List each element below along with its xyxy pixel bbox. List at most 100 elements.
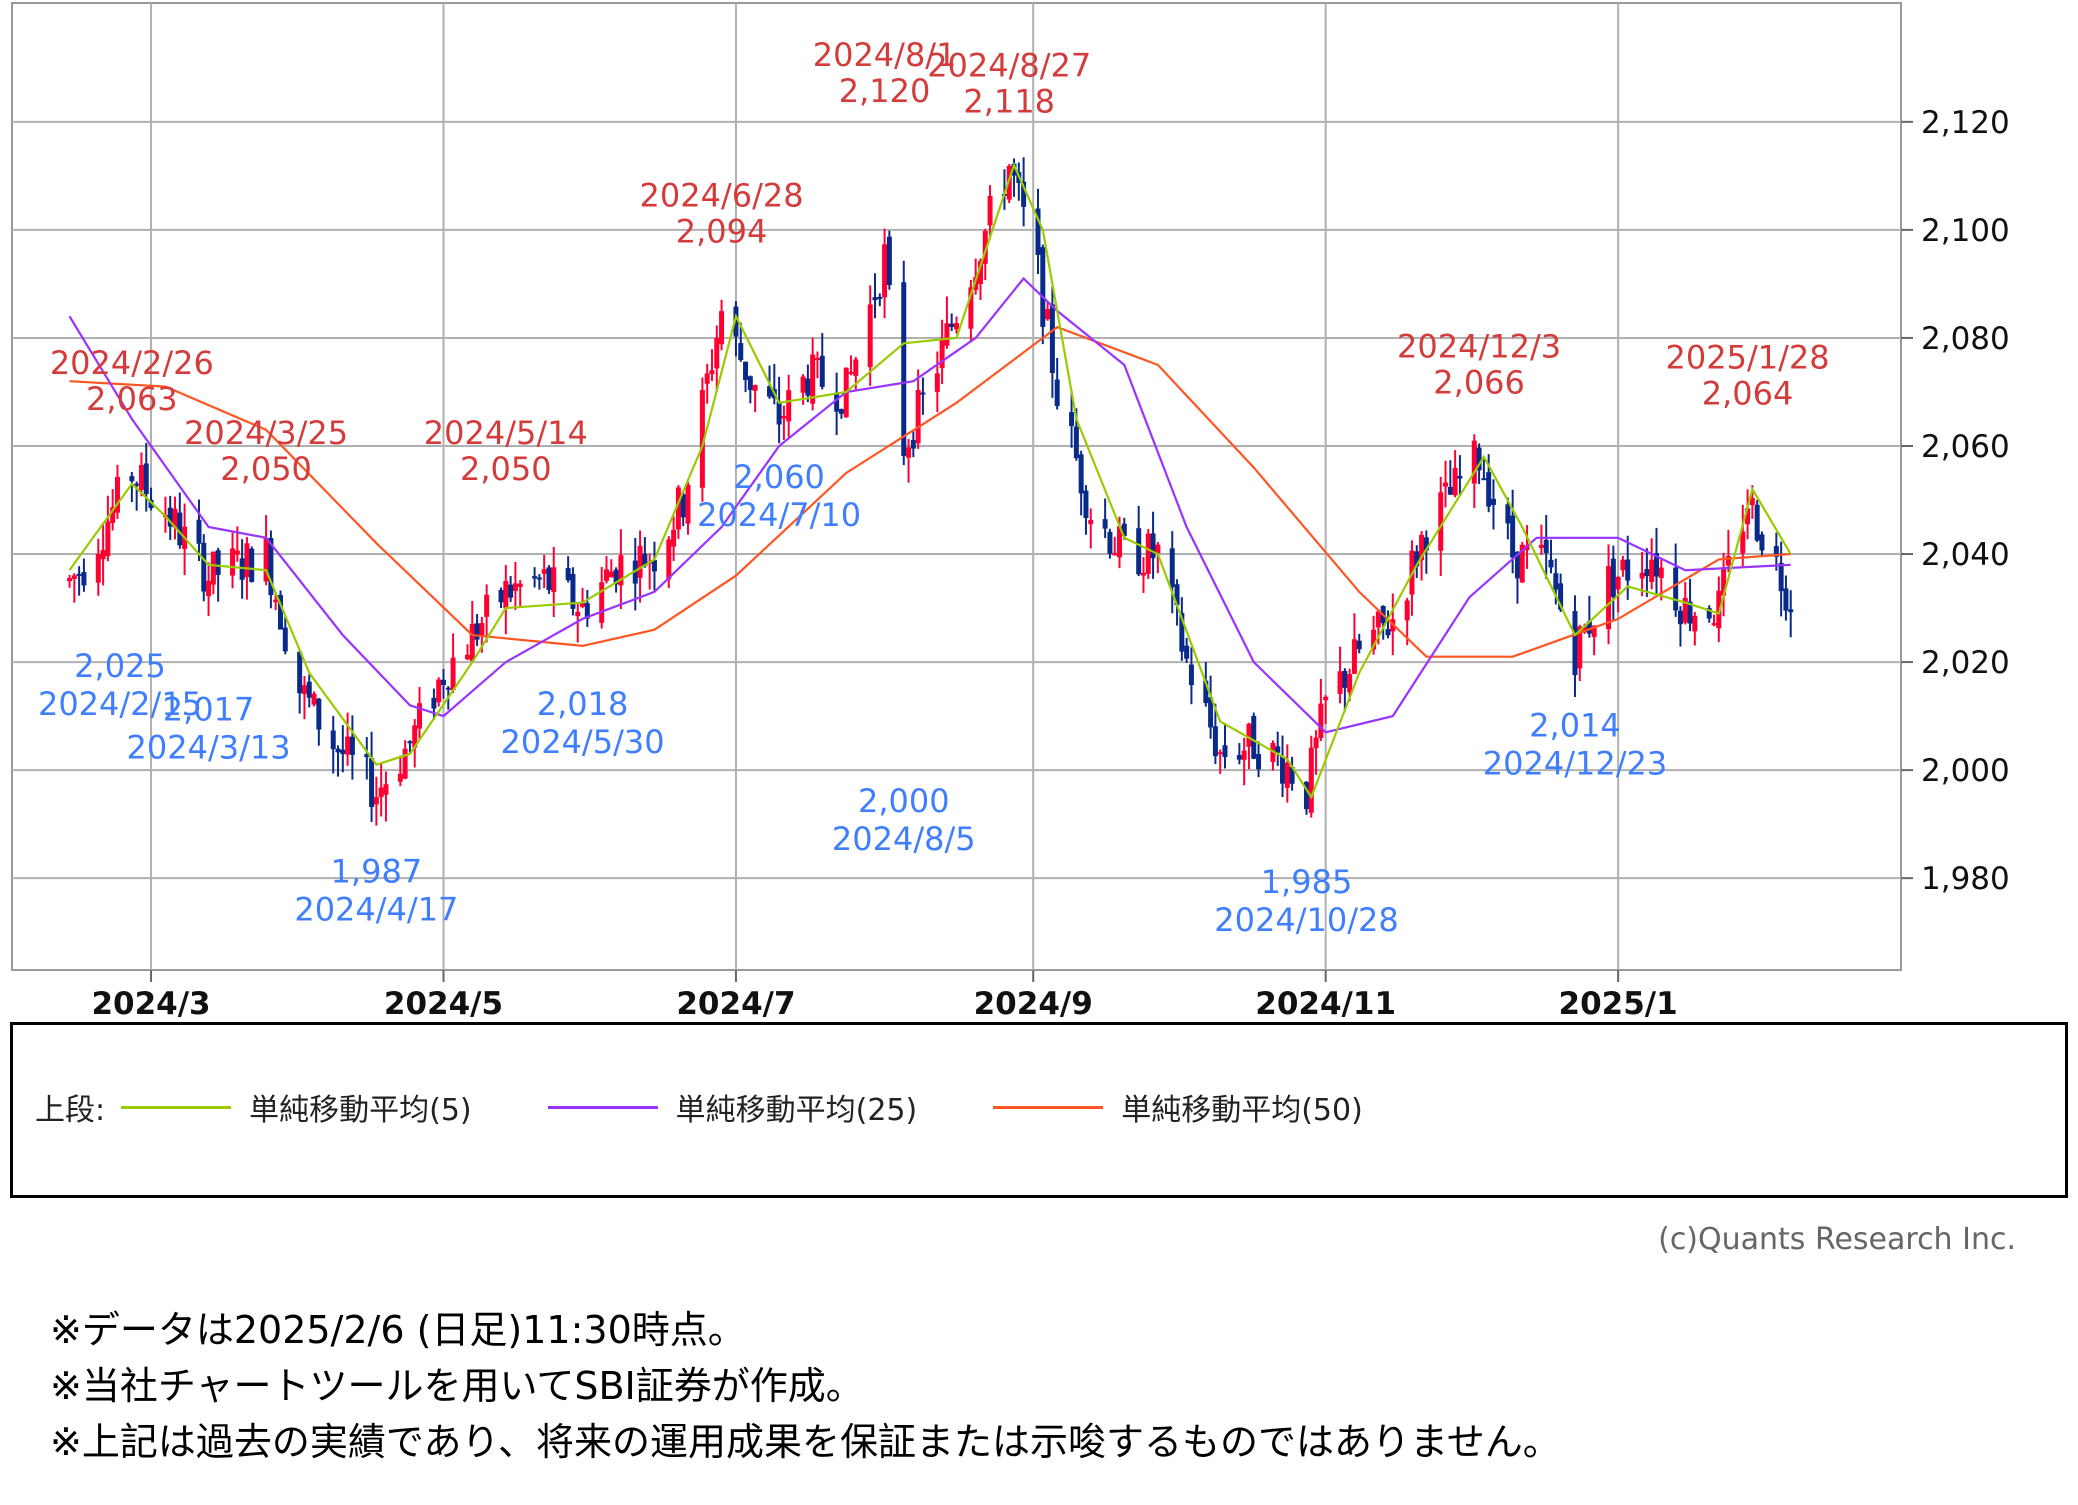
- low-value-label: 2,060: [733, 458, 825, 496]
- candle-body: [954, 323, 959, 330]
- candle-body: [1404, 600, 1410, 621]
- candle-body: [1241, 750, 1247, 760]
- candle-body: [1644, 569, 1650, 577]
- high-value-label: 2,066: [1433, 364, 1525, 402]
- low-value-label: 1,987: [331, 852, 423, 890]
- candle-body: [867, 304, 873, 368]
- candle-body: [642, 553, 648, 566]
- candle-body: [1677, 610, 1683, 625]
- candle-body: [1505, 504, 1511, 524]
- low-date-label: 2024/5/30: [500, 723, 664, 761]
- candle-body: [71, 575, 77, 580]
- candle-body: [915, 390, 921, 444]
- legend-label-ma25: 単純移動平均(25): [675, 1093, 918, 1128]
- candle-body: [95, 553, 101, 583]
- candle-body: [1414, 551, 1420, 567]
- candle-body: [776, 401, 782, 425]
- candle-body: [939, 338, 945, 368]
- candle-body: [512, 583, 518, 591]
- candle-body: [1443, 482, 1449, 487]
- legend-prefix: 上段:: [35, 1093, 106, 1128]
- candle-body: [100, 549, 106, 560]
- candle-body: [1078, 454, 1084, 494]
- candle-body: [498, 589, 504, 603]
- candle-body: [469, 623, 475, 661]
- candle-body: [1447, 486, 1453, 495]
- candle-body: [1011, 163, 1017, 176]
- candle-body: [546, 567, 552, 591]
- candle-body: [551, 567, 557, 593]
- footnote: ※上記は過去の実績であり、将来の運用成果を保証または示唆するものではありません。: [50, 1420, 1561, 1464]
- candle-body: [378, 787, 384, 797]
- candle-body: [67, 578, 73, 582]
- low-value-label: 2,017: [163, 690, 255, 728]
- candle-body: [1121, 523, 1127, 536]
- candle-body: [1021, 181, 1027, 207]
- candle-body: [1112, 552, 1118, 556]
- candle-body: [1040, 247, 1046, 327]
- high-date-label: 2024/2/26: [50, 344, 214, 382]
- candle-body: [714, 337, 720, 369]
- candle-body: [1117, 526, 1123, 558]
- candle-body: [977, 261, 983, 285]
- candle-body: [1471, 440, 1477, 484]
- candle-body: [244, 543, 250, 578]
- candle-body: [215, 550, 221, 575]
- candle-body: [575, 611, 581, 617]
- candle-body: [906, 447, 912, 458]
- candle-body: [685, 484, 691, 524]
- candle-body: [1246, 723, 1252, 747]
- x-tick-label: 2024/7: [676, 986, 795, 1020]
- candle-body: [680, 494, 686, 518]
- candle-body: [239, 558, 245, 580]
- candle-body: [1711, 623, 1717, 626]
- legend-row: 上段: 単純移動平均(5) 単純移動平均(25) 単純移動平均(50): [35, 1085, 1423, 1129]
- candle-body: [1457, 475, 1463, 479]
- candle-body: [1610, 558, 1616, 598]
- candle-body: [196, 519, 202, 544]
- candle-body: [1375, 611, 1381, 628]
- candle-body: [129, 476, 135, 482]
- candle-body: [474, 623, 480, 640]
- candle-body: [1049, 304, 1055, 373]
- candle-body: [1524, 545, 1530, 551]
- candle-body: [743, 361, 749, 380]
- candle-body: [1385, 629, 1391, 636]
- y-tick-label: 2,120: [1921, 105, 2010, 141]
- candle-body: [733, 306, 739, 337]
- candle-body: [1606, 566, 1612, 630]
- y-tick-label: 2,020: [1921, 645, 2010, 681]
- candle-body: [201, 542, 207, 592]
- candle-body: [1203, 680, 1209, 704]
- candle-body: [800, 376, 806, 393]
- candle-body: [1212, 726, 1218, 757]
- candle-body: [1371, 629, 1377, 650]
- candle-body: [719, 311, 725, 345]
- candle-body: [345, 736, 351, 755]
- candle-body: [982, 230, 988, 264]
- candle-body: [81, 572, 87, 586]
- candle-body: [282, 627, 288, 652]
- candle-body: [306, 681, 312, 698]
- footnote: ※当社チャートツールを用いてSBI証券が作成。: [50, 1364, 864, 1408]
- high-date-label: 2024/12/3: [1397, 328, 1561, 366]
- high-date-label: 2024/5/14: [424, 414, 588, 452]
- candle-body: [1639, 572, 1645, 579]
- candle-body: [1045, 309, 1051, 320]
- candle-body: [1145, 533, 1151, 574]
- candle-body: [1256, 754, 1262, 770]
- candle-body: [1620, 559, 1626, 571]
- candlesticks: [67, 157, 1794, 826]
- candle-body: [503, 580, 509, 609]
- candle-body: [335, 748, 341, 753]
- candle-body: [604, 569, 610, 581]
- candle-body: [301, 685, 307, 695]
- candle-body: [148, 499, 154, 509]
- candle-body: [1572, 611, 1578, 676]
- candle-body: [110, 507, 116, 523]
- y-axis-labels: 1,980 2,000 2,020 2,040 2,060 2,080 2,100 2,120: [1921, 105, 2010, 897]
- candle-body: [1054, 379, 1060, 406]
- candle-body: [1275, 746, 1281, 753]
- candle-body: [987, 196, 993, 226]
- candle-body: [886, 236, 892, 286]
